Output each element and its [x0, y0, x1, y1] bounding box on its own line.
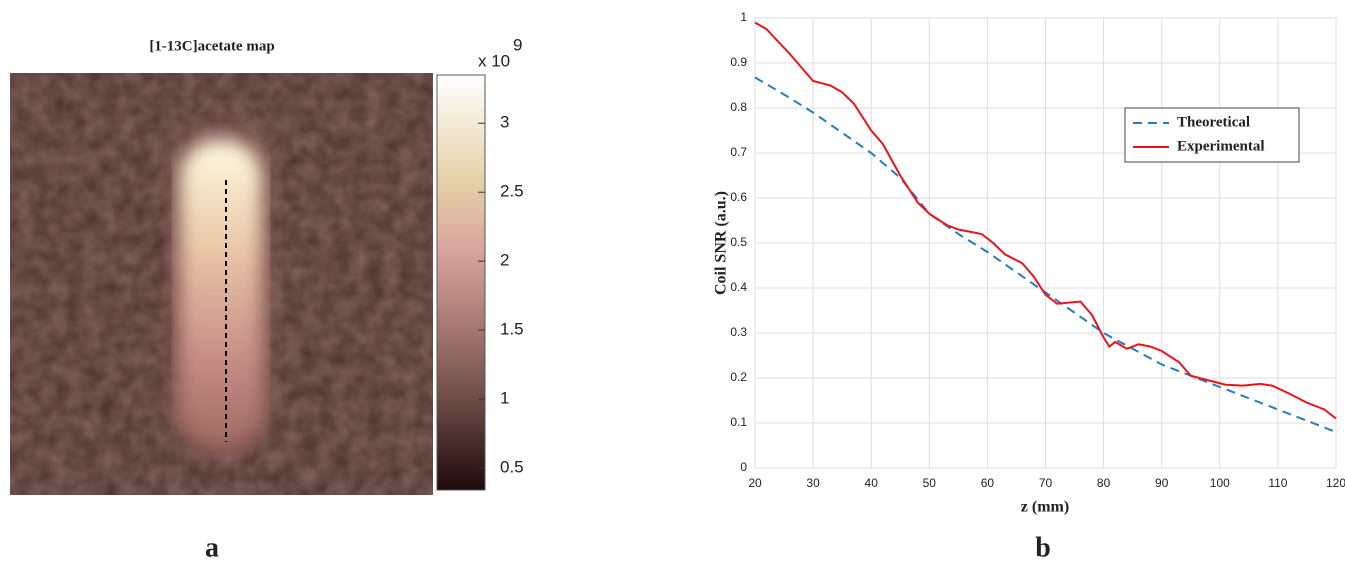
colorbar-tick-label: 3	[500, 113, 509, 132]
x-tick-label: 60	[981, 476, 995, 490]
map-image	[10, 73, 433, 495]
colorbar-tick-label: 2.5	[500, 182, 524, 201]
y-tick-label: 0.3	[730, 325, 747, 339]
panel-label: a	[205, 532, 219, 563]
y-tick-label: 0.7	[730, 145, 747, 159]
legend-box	[1124, 107, 1300, 163]
multiplier-exponent: 9	[513, 35, 522, 54]
x-tick-label: 100	[1210, 476, 1230, 490]
legend-label: Experimental	[1177, 138, 1265, 154]
y-tick-label: 0.8	[730, 100, 747, 114]
y-tick-label: 0.9	[730, 55, 747, 69]
x-tick-label: 80	[1097, 476, 1111, 490]
y-tick-label: 0	[740, 460, 747, 474]
series-line	[754, 76, 1337, 433]
x-tick-label: 30	[806, 476, 820, 490]
colorbar-tick-label: 0.5	[500, 457, 524, 476]
x-axis-label: z (mm)	[1021, 499, 1069, 516]
legend-label: Theoretical	[1177, 114, 1250, 130]
y-tick-label: 0.2	[730, 370, 747, 384]
colorbar-tick-label: 2	[500, 251, 509, 270]
y-tick-label: 0.4	[730, 280, 747, 294]
map-title: [1-13C]acetate map	[149, 38, 274, 54]
y-tick-label: 0.6	[730, 190, 747, 204]
colorbar	[436, 74, 486, 491]
x-tick-label: 50	[923, 476, 937, 490]
y-axis-label: Coil SNR (a.u.)	[713, 191, 730, 295]
colorbar-tick-label: 1	[500, 388, 509, 407]
y-tick-label: 0.1	[730, 415, 747, 429]
multiplier: x 10	[478, 51, 510, 70]
colorbar-tick-label: 1.5	[500, 320, 524, 339]
panel-label: b	[1035, 532, 1051, 563]
x-tick-label: 120	[1326, 476, 1345, 490]
x-tick-label: 20	[748, 476, 762, 490]
series-line	[754, 21, 1337, 420]
y-tick-label: 1	[740, 10, 747, 24]
x-tick-label: 70	[1039, 476, 1053, 490]
x-tick-label: 90	[1155, 476, 1169, 490]
y-tick-label: 0.5	[730, 235, 747, 249]
x-tick-label: 110	[1268, 476, 1287, 490]
x-tick-label: 40	[865, 476, 879, 490]
